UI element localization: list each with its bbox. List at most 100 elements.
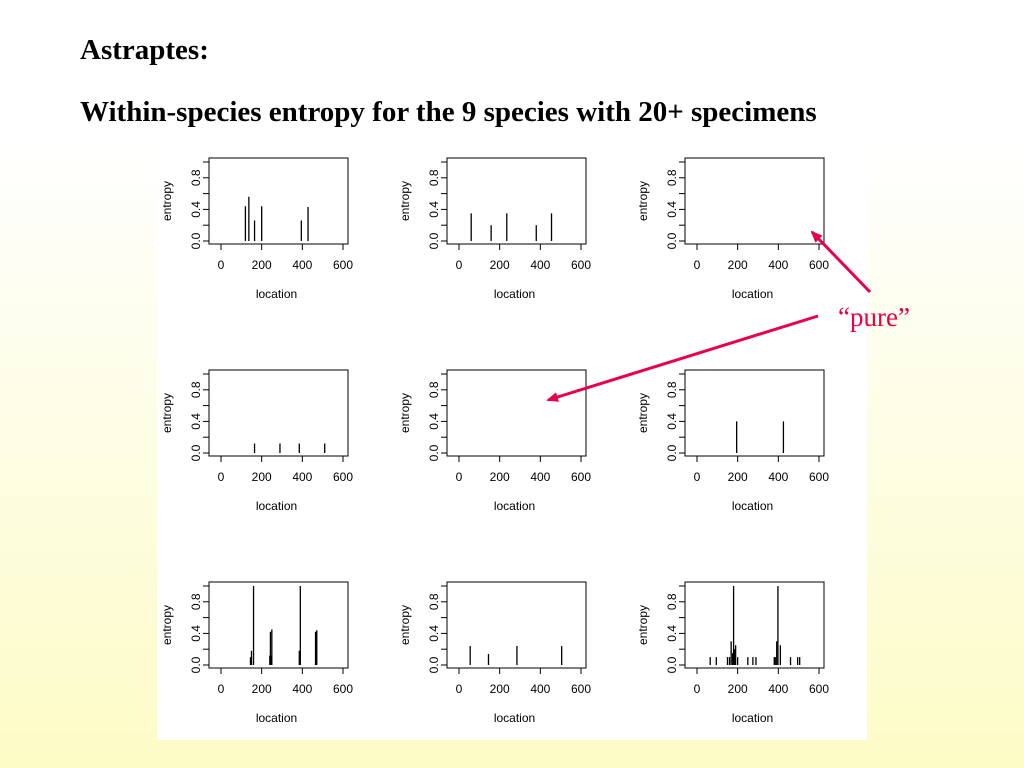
x-tick-label: 200 (728, 470, 748, 484)
x-tick-label: 0 (218, 258, 225, 272)
x-tick-label: 200 (490, 258, 510, 272)
panel-4: 0.0 0.4 0.8 0 200 400 600 location entropy (160, 369, 353, 513)
y-tick-label: 0.4 (189, 625, 203, 642)
y-tick-label: 0.0 (665, 444, 679, 461)
x-tick-label: 200 (252, 470, 272, 484)
x-tick-label: 400 (530, 258, 550, 272)
x-axis-label: location (732, 287, 773, 301)
y-axis-label: entropy (160, 393, 174, 433)
y-tick-label: 0.0 (427, 444, 441, 461)
plot-frame (446, 369, 587, 457)
x-tick-label: 400 (768, 470, 788, 484)
x-tick-label: 600 (809, 258, 829, 272)
y-tick-label: 0.8 (189, 169, 203, 186)
y-tick-label: 0.8 (189, 593, 203, 610)
panel-1: 0.0 0.4 0.8 0 200 400 600 location entropy (160, 157, 353, 301)
y-tick-label: 0.0 (189, 656, 203, 673)
y-axis-label: entropy (160, 605, 174, 645)
y-tick-label: 0.0 (427, 656, 441, 673)
panel-3: 0.0 0.4 0.8 0 200 400 600 location entropy (636, 157, 829, 301)
x-tick-label: 0 (694, 258, 701, 272)
y-tick-label: 0.8 (189, 381, 203, 398)
x-axis-label: location (256, 287, 297, 301)
x-tick-label: 600 (333, 682, 353, 696)
x-tick-label: 600 (571, 682, 591, 696)
x-tick-label: 600 (333, 258, 353, 272)
x-tick-label: 0 (694, 470, 701, 484)
y-tick-label: 0.8 (665, 593, 679, 610)
panel-9: 0.0 0.4 0.8 0 200 400 600 location entropy (636, 581, 829, 725)
x-tick-label: 200 (490, 682, 510, 696)
x-tick-label: 400 (292, 470, 312, 484)
x-tick-label: 600 (333, 470, 353, 484)
x-tick-label: 400 (530, 470, 550, 484)
x-tick-label: 200 (728, 258, 748, 272)
plot-frame (208, 581, 349, 669)
plot-frame (684, 581, 825, 669)
y-axis-label: entropy (636, 393, 650, 433)
x-tick-label: 400 (768, 682, 788, 696)
panel-5: 0.0 0.4 0.8 0 200 400 600 location entropy (398, 369, 591, 513)
slide-title: Astraptes: (80, 34, 209, 66)
y-tick-label: 0.8 (665, 169, 679, 186)
y-tick-label: 0.4 (427, 413, 441, 430)
x-axis-label: location (494, 499, 535, 513)
x-tick-label: 400 (292, 682, 312, 696)
pure-annotation: “pure” (838, 302, 910, 332)
y-tick-label: 0.8 (427, 169, 441, 186)
plot-frame (446, 581, 587, 669)
x-tick-label: 400 (768, 258, 788, 272)
y-axis-label: entropy (636, 605, 650, 645)
x-tick-label: 0 (456, 470, 463, 484)
x-tick-label: 200 (252, 258, 272, 272)
x-tick-label: 400 (530, 682, 550, 696)
panel-7: 0.0 0.4 0.8 0 200 400 600 location entropy (160, 581, 353, 725)
y-axis-label: entropy (636, 181, 650, 221)
y-tick-label: 0.4 (665, 201, 679, 218)
x-tick-label: 0 (456, 258, 463, 272)
x-tick-label: 600 (809, 682, 829, 696)
plot-frame (446, 157, 587, 245)
x-axis-label: location (256, 711, 297, 725)
plot-figure: 0.0 0.4 0.8 0 200 400 600 location entropy 0.0 0.4… (157, 148, 867, 740)
panel-8: 0.0 0.4 0.8 0 200 400 600 location entropy (398, 581, 591, 725)
x-tick-label: 200 (252, 682, 272, 696)
x-axis-label: location (732, 711, 773, 725)
x-tick-label: 0 (218, 682, 225, 696)
y-tick-label: 0.8 (427, 381, 441, 398)
plot-frame (208, 157, 349, 245)
y-tick-label: 0.0 (189, 232, 203, 249)
y-tick-label: 0.4 (189, 201, 203, 218)
x-tick-label: 0 (456, 682, 463, 696)
y-axis-label: entropy (398, 181, 412, 221)
x-tick-label: 600 (571, 470, 591, 484)
y-tick-label: 0.8 (427, 593, 441, 610)
x-axis-label: location (494, 287, 535, 301)
y-tick-label: 0.0 (189, 444, 203, 461)
y-tick-label: 0.4 (427, 625, 441, 642)
slide-subtitle: Within-species entropy for the 9 species… (80, 96, 817, 128)
y-tick-label: 0.0 (665, 656, 679, 673)
y-tick-label: 0.0 (665, 232, 679, 249)
x-axis-label: location (256, 499, 297, 513)
y-axis-label: entropy (398, 605, 412, 645)
x-tick-label: 400 (292, 258, 312, 272)
x-tick-label: 600 (809, 470, 829, 484)
y-tick-label: 0.4 (665, 625, 679, 642)
plot-frame (684, 369, 825, 457)
y-tick-label: 0.8 (665, 381, 679, 398)
plot-frame (684, 157, 825, 245)
x-tick-label: 0 (218, 470, 225, 484)
x-axis-label: location (494, 711, 535, 725)
x-axis-label: location (732, 499, 773, 513)
panel-2: 0.0 0.4 0.8 0 200 400 600 location entropy (398, 157, 591, 301)
plot-grid: 0.0 0.4 0.8 0 200 400 600 location entropy 0.0 0.4… (160, 157, 829, 725)
x-tick-label: 200 (490, 470, 510, 484)
x-tick-label: 600 (571, 258, 591, 272)
panel-6: 0.0 0.4 0.8 0 200 400 600 location entropy (636, 369, 829, 513)
y-tick-label: 0.4 (665, 413, 679, 430)
y-tick-label: 0.4 (189, 413, 203, 430)
x-tick-label: 0 (694, 682, 701, 696)
x-tick-label: 200 (728, 682, 748, 696)
y-axis-label: entropy (160, 181, 174, 221)
